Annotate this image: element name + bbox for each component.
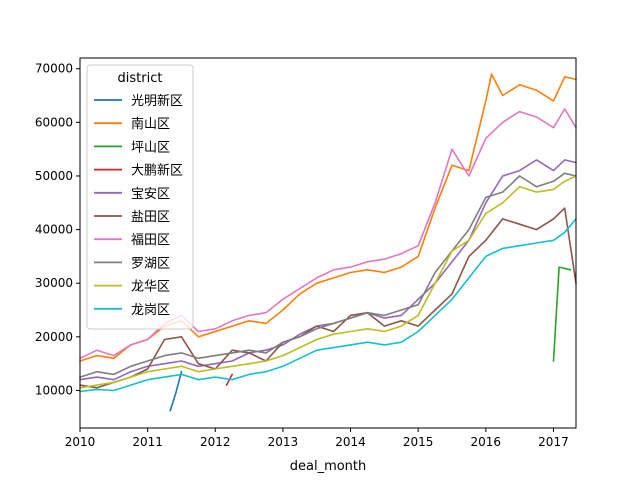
x-tick-label: 2012 <box>200 435 231 449</box>
legend-label: 坪山区 <box>131 140 170 155</box>
legend-label: 南山区 <box>131 116 170 132</box>
legend-label: 龙岗区 <box>131 303 170 318</box>
series-line-8 <box>79 175 577 389</box>
x-tick-label: 2011 <box>132 435 163 449</box>
y-tick-label: 30000 <box>35 276 73 290</box>
legend-label: 大鹏新区 <box>131 163 183 179</box>
x-tick-label: 2010 <box>65 435 96 449</box>
y-axis: 10000 20000 30000 40000 50000 60000 70000 <box>35 62 80 397</box>
legend-label: 光明新区 <box>131 93 183 109</box>
legend-label: 龙华区 <box>131 280 170 295</box>
x-tick-label: 2017 <box>538 435 569 449</box>
y-tick-label: 50000 <box>35 169 73 183</box>
y-tick-label: 70000 <box>35 62 73 76</box>
series-line-7 <box>79 172 577 378</box>
y-tick-label: 60000 <box>35 115 73 129</box>
x-axis-label: deal_month <box>290 459 367 474</box>
y-tick-label: 40000 <box>35 223 73 237</box>
legend-label: 宝安区 <box>131 187 170 202</box>
series-line-9 <box>79 218 577 393</box>
x-tick-label: 2013 <box>268 435 299 449</box>
x-tick-label: 2014 <box>335 435 366 449</box>
series-line-2 <box>552 266 572 362</box>
legend-title: district <box>118 71 163 86</box>
series-line-5 <box>79 207 577 389</box>
series-line-0 <box>169 370 183 412</box>
x-axis: 2010 2011 2012 2013 2014 2015 2016 2017 <box>65 428 569 449</box>
plot-frame <box>79 57 577 429</box>
legend-label: 福田区 <box>131 233 170 248</box>
x-tick-label: 2016 <box>471 435 502 449</box>
legend-label: 罗湖区 <box>131 256 170 271</box>
y-tick-label: 10000 <box>35 383 73 397</box>
legend-label: 盐田区 <box>131 210 170 225</box>
x-tick-label: 2015 <box>403 435 434 449</box>
y-tick-label: 20000 <box>35 330 73 344</box>
